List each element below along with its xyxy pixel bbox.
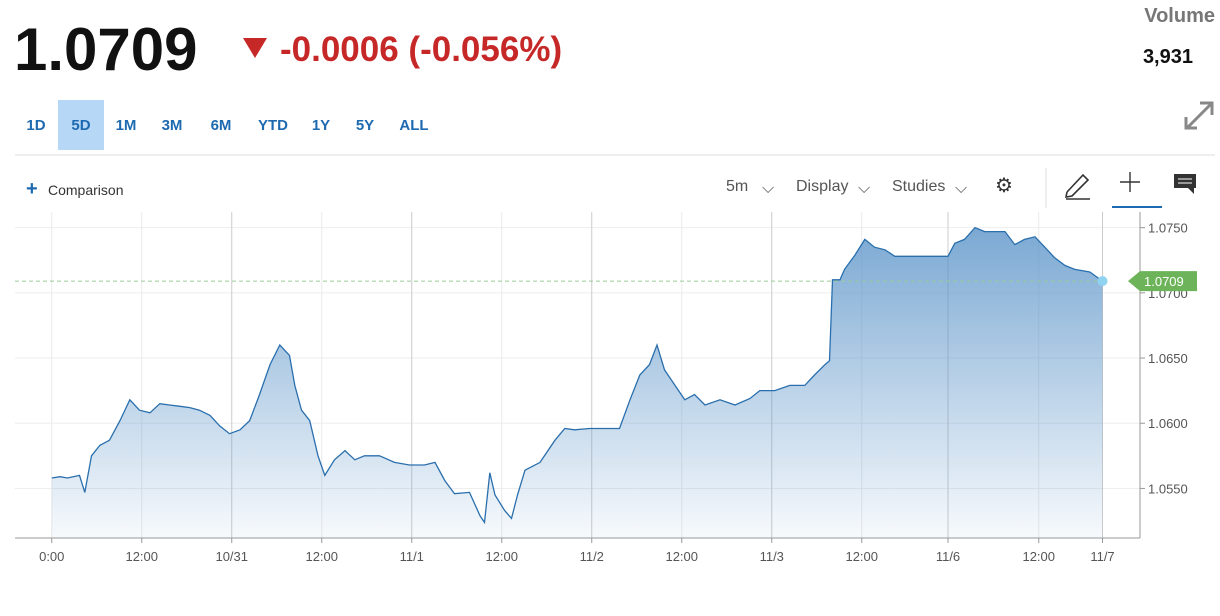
draw-icon[interactable]: [1064, 173, 1090, 200]
line: [51, 226, 1103, 525]
range-button[interactable]: 1D: [26, 117, 45, 134]
chevron: ⌵: [955, 180, 967, 197]
range-highlight: [58, 100, 104, 150]
down-arrow: [243, 38, 267, 58]
studies-select[interactable]: Studies: [892, 178, 945, 195]
interval-select[interactable]: 5m: [726, 178, 748, 195]
x-tick-label: 12:00: [1022, 549, 1055, 564]
last-point: [1097, 276, 1108, 287]
range-button[interactable]: 5D: [71, 117, 90, 134]
x-tick-label: 11/3: [760, 549, 784, 564]
price: 1.0709: [14, 16, 198, 83]
volume-label: Volume: [1144, 5, 1215, 27]
x-tick-label: 12:00: [485, 549, 518, 564]
last-price-label: 1.0709: [1144, 274, 1184, 289]
area: [51, 227, 1103, 538]
comparison-button[interactable]: Comparison: [48, 182, 123, 198]
y-tick-label: 1.0750: [1148, 221, 1188, 236]
range-button[interactable]: YTD: [258, 117, 288, 134]
volume: 3,931: [1143, 46, 1193, 68]
last-price-tag: [1128, 271, 1197, 292]
crosshair-icon[interactable]: [1120, 172, 1140, 192]
range-button[interactable]: 6M: [211, 117, 232, 134]
x-tick-label: 11/6: [936, 549, 960, 564]
range-button[interactable]: 3M: [162, 117, 183, 134]
x-tick-label: 12:00: [305, 549, 338, 564]
x-tick-label: 12:00: [845, 549, 878, 564]
x-tick-label: 11/2: [580, 549, 604, 564]
range-button[interactable]: ALL: [399, 117, 428, 134]
change: -0.0006 (-0.056%): [280, 30, 562, 69]
range-buttons: 1D 5D 1M 3M 6M YTD 1Y 5Y ALL: [26, 100, 429, 150]
display-select[interactable]: Display: [796, 178, 848, 195]
y-tick-label: 1.0600: [1148, 416, 1188, 431]
range-button[interactable]: 1M: [116, 117, 137, 134]
range-button[interactable]: 5Y: [356, 117, 374, 134]
range-button[interactable]: 1Y: [312, 117, 330, 134]
x-tick-label: 10/31: [215, 549, 248, 564]
x-tick-label: 11/1: [400, 549, 424, 564]
y-tick-label: 1.0650: [1148, 351, 1188, 366]
y-tick-label: 1.0550: [1148, 481, 1188, 496]
x-tick-label: 11/7: [1090, 549, 1114, 564]
x-tick-label: 0:00: [39, 549, 64, 564]
expand-icon[interactable]: [1184, 101, 1214, 130]
x-tick-label: 12:00: [665, 549, 698, 564]
chevron: ⌵: [858, 180, 870, 197]
settings-icon[interactable]: ⚙: [995, 175, 1013, 197]
comment-icon[interactable]: [1174, 174, 1196, 194]
plus-icon[interactable]: +: [26, 178, 38, 200]
x-tick-label: 12:00: [125, 549, 158, 564]
chevron: ⌵: [762, 180, 774, 197]
